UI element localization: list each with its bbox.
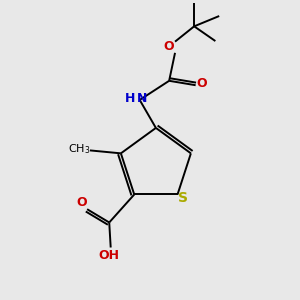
Text: CH$_3$: CH$_3$ <box>68 142 91 156</box>
Text: H: H <box>125 92 136 105</box>
Text: O: O <box>197 77 207 90</box>
Text: N: N <box>137 92 147 105</box>
Text: OH: OH <box>99 249 120 262</box>
Text: O: O <box>163 40 174 53</box>
Text: S: S <box>178 191 188 205</box>
Text: O: O <box>76 196 87 209</box>
